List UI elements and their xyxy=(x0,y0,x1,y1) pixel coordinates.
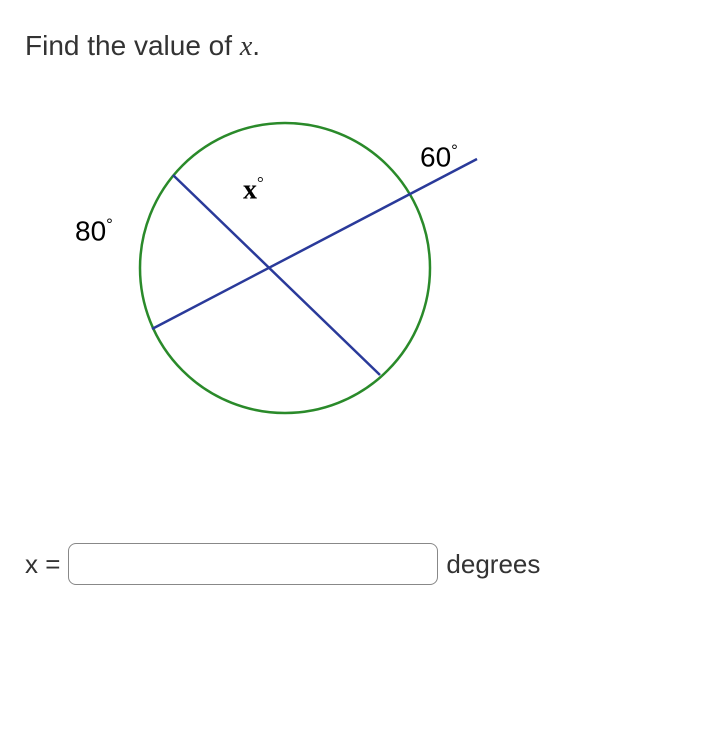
answer-suffix: degrees xyxy=(446,549,540,580)
arc-80-value: 80 xyxy=(75,215,106,246)
arc-80-degree: ° xyxy=(106,215,113,234)
arc-60-degree: ° xyxy=(451,141,458,160)
answer-row: x = degrees xyxy=(25,543,698,585)
angle-x-degree: ° xyxy=(257,173,264,192)
prompt-variable: x xyxy=(240,31,252,62)
prompt-text-before: Find the value of xyxy=(25,30,240,61)
arc-60-value: 60 xyxy=(420,141,451,172)
prompt-text-after: . xyxy=(252,30,260,61)
arc-label-80: 80° xyxy=(75,215,113,247)
answer-prefix: x = xyxy=(25,549,60,580)
answer-input[interactable] xyxy=(68,543,438,585)
circle-shape xyxy=(140,123,430,413)
geometry-diagram: 60° 80° x° xyxy=(25,103,525,463)
arc-label-60: 60° xyxy=(420,141,458,173)
angle-label-x: x° xyxy=(243,173,264,206)
angle-x-value: x xyxy=(243,174,257,205)
chord-1 xyxy=(173,175,380,375)
question-prompt: Find the value of x. xyxy=(25,30,698,63)
